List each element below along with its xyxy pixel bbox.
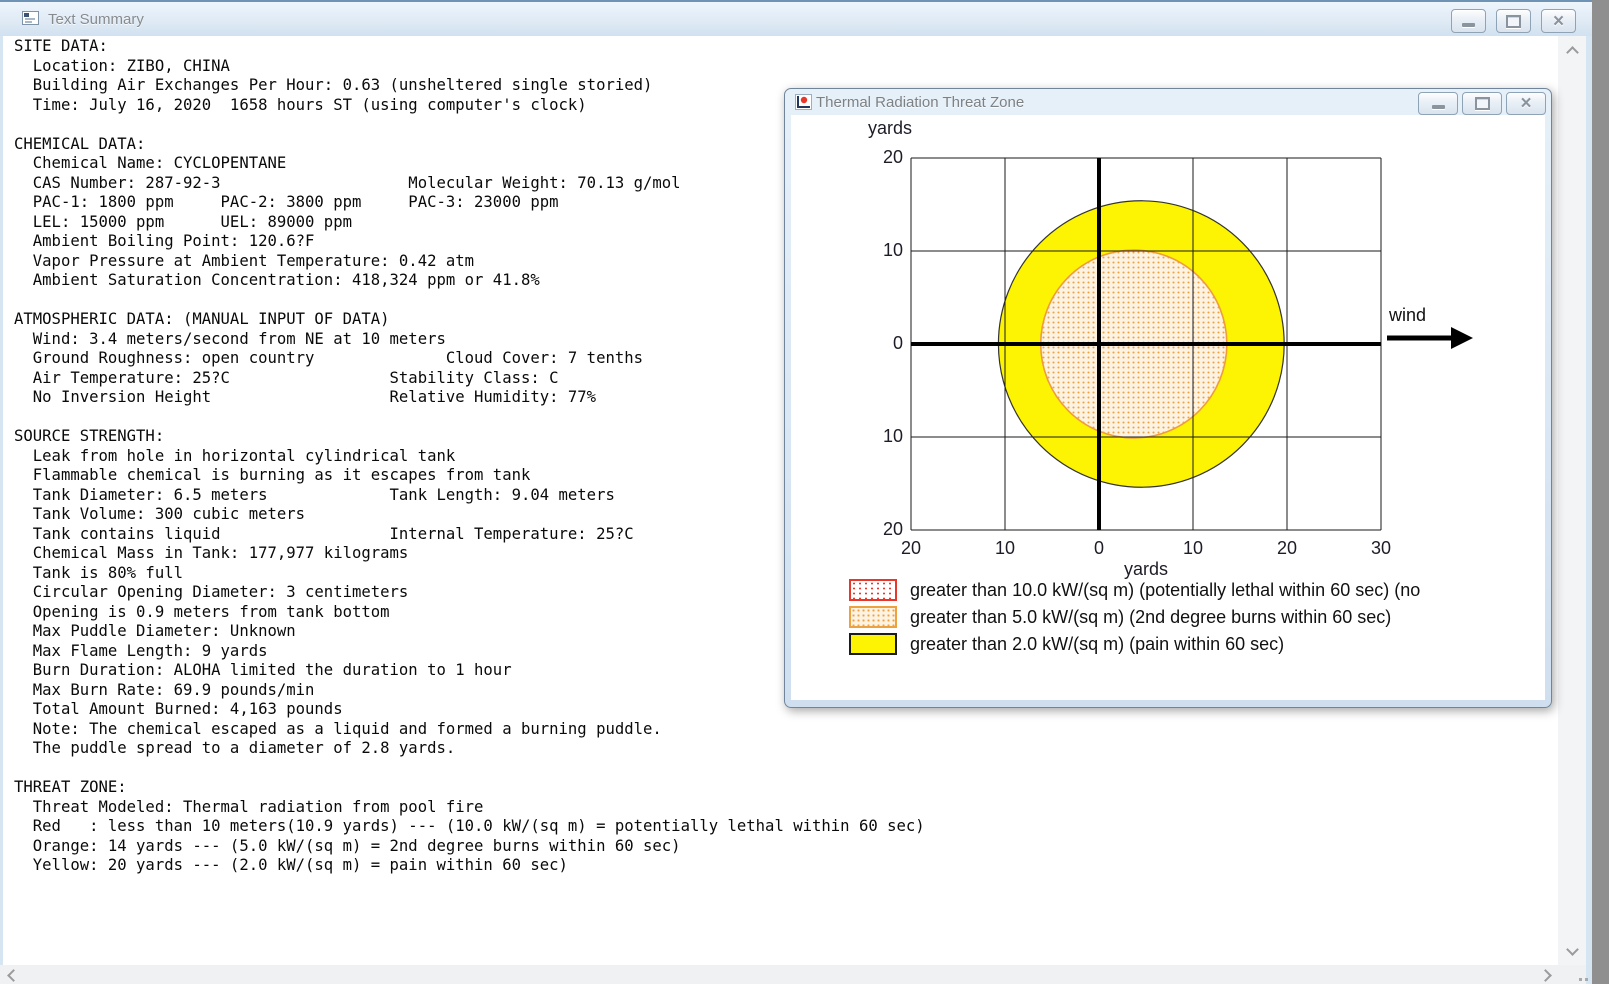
scroll-down-button[interactable] — [1563, 940, 1581, 958]
y-tick-label: 10 — [882, 240, 903, 260]
x-tick-label: 10 — [994, 538, 1016, 558]
thermal-window-title: Thermal Radiation Threat Zone — [816, 94, 1025, 111]
chevron-down-icon — [1565, 942, 1579, 956]
thermal-restore-button[interactable] — [1462, 92, 1502, 115]
mdi-background — [1592, 0, 1609, 984]
y-tick-label: 20 — [882, 147, 903, 167]
scroll-right-button[interactable] — [1536, 966, 1554, 984]
text-summary-title: Text Summary — [48, 11, 144, 28]
x-axis-unit-label: yards — [1123, 559, 1168, 579]
threat-zone-chart — [910, 157, 1473, 531]
restore-button[interactable] — [1496, 9, 1531, 33]
vertical-scrollbar[interactable] — [1558, 36, 1586, 965]
text-summary-icon — [22, 11, 39, 25]
thermal-window-icon — [795, 94, 812, 110]
chevron-up-icon — [1565, 45, 1579, 59]
window-frame-left — [0, 36, 3, 984]
scroll-left-button[interactable] — [4, 966, 22, 984]
orange-zone-swatch-icon — [849, 606, 897, 628]
minimize-button[interactable] — [1451, 9, 1486, 33]
x-tick-label: 0 — [1093, 538, 1105, 558]
thermal-window-controls: × — [1414, 92, 1546, 115]
chevron-right-icon — [1538, 968, 1552, 982]
thermal-close-button[interactable]: × — [1506, 92, 1546, 115]
thermal-minimize-button[interactable] — [1418, 92, 1458, 115]
y-axis-unit-label: yards — [868, 118, 913, 138]
y-axis-ticks: 20 10 0 10 20 — [857, 147, 903, 539]
thermal-titlebar[interactable]: Thermal Radiation Threat Zone × — [785, 89, 1551, 115]
resize-grip[interactable] — [1579, 978, 1582, 981]
y-tick-label: 0 — [892, 333, 903, 353]
legend-label-red: greater than 10.0 kW/(sq m) (potentially… — [910, 579, 1421, 600]
restore-icon — [1506, 14, 1521, 28]
summary-text: SITE DATA: Location: ZIBO, CHINA Buildin… — [14, 37, 925, 874]
minimize-icon — [1431, 105, 1445, 109]
legend-row-orange: greater than 5.0 kW/(sq m) (2nd degree b… — [849, 606, 1543, 628]
x-tick-label: 10 — [1182, 538, 1204, 558]
thermal-window: Thermal Radiation Threat Zone × yards — [784, 88, 1552, 708]
red-zone-swatch-icon — [849, 579, 897, 601]
x-tick-label: 20 — [1276, 538, 1298, 558]
y-tick-label: 10 — [882, 426, 903, 446]
window-frame-right — [1586, 36, 1592, 984]
yellow-zone-swatch-icon — [849, 633, 897, 655]
x-tick-label: 30 — [1370, 538, 1392, 558]
wind-label: wind — [1389, 305, 1427, 325]
threat-legend: greater than 10.0 kW/(sq m) (potentially… — [849, 579, 1543, 660]
legend-label-yellow: greater than 2.0 kW/(sq m) (pain within … — [910, 633, 1285, 654]
scrollbar-corner — [1558, 965, 1586, 984]
x-tick-label: 20 — [900, 538, 922, 558]
legend-label-orange: greater than 5.0 kW/(sq m) (2nd degree b… — [910, 606, 1392, 627]
scroll-up-button[interactable] — [1563, 43, 1581, 61]
close-button[interactable]: × — [1541, 9, 1576, 33]
minimize-icon — [1462, 22, 1475, 27]
x-axis-ticks: 20 10 0 10 20 30 — [901, 538, 1391, 560]
thermal-content: yards 20 10 0 10 20 20 10 0 10 20 30 yards wind g… — [791, 115, 1545, 700]
text-summary-titlebar[interactable]: Text Summary × — [0, 0, 1592, 39]
y-tick-label: 20 — [882, 519, 903, 539]
restore-icon — [1474, 97, 1490, 110]
close-icon: × — [1552, 10, 1565, 32]
chevron-left-icon — [6, 968, 20, 982]
horizontal-scrollbar[interactable] — [0, 965, 1558, 984]
legend-row-red: greater than 10.0 kW/(sq m) (potentially… — [849, 579, 1543, 601]
legend-row-yellow: greater than 2.0 kW/(sq m) (pain within … — [849, 633, 1543, 655]
close-icon: × — [1520, 93, 1532, 114]
